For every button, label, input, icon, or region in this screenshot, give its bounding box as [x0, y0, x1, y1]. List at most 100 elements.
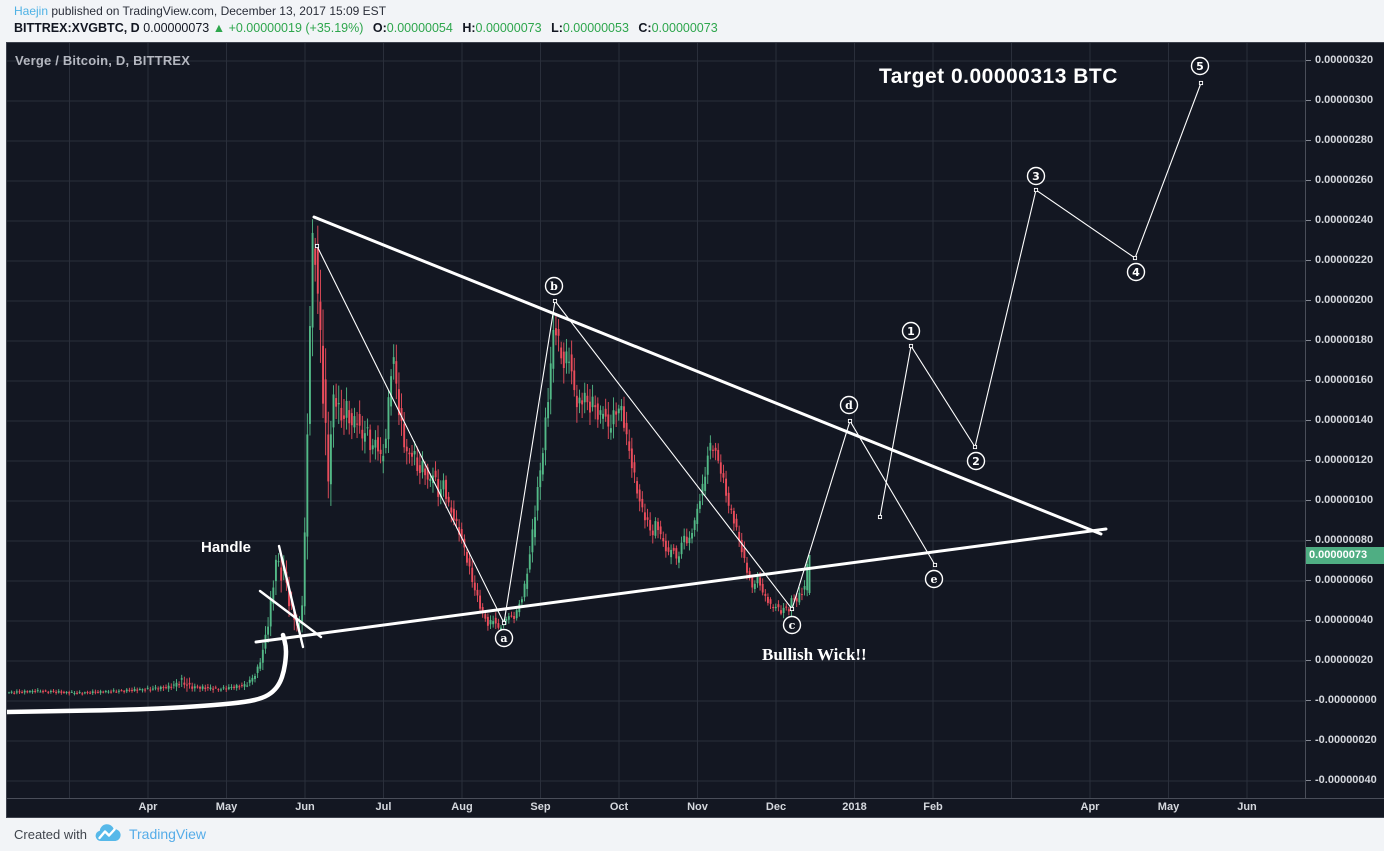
open-value: 0.00000054 — [386, 21, 453, 35]
svg-text:2: 2 — [972, 455, 980, 468]
high-label: H: — [462, 21, 476, 35]
wave-point-marker[interactable] — [1033, 187, 1039, 193]
wave-point-marker[interactable] — [501, 620, 507, 626]
time-axis-label: Dec — [765, 801, 787, 813]
wave-point-marker[interactable] — [877, 514, 883, 520]
last-price: 0.00000073 — [143, 21, 210, 35]
wave-label-b[interactable]: b — [544, 276, 564, 296]
price-axis-label: 0.00000080 — [1306, 534, 1384, 546]
tick-dash — [1306, 619, 1311, 621]
tick-dash — [1306, 699, 1311, 701]
created-with-label: Created with — [14, 826, 87, 842]
svg-text:4: 4 — [1132, 266, 1140, 279]
trendline-triangle-upper[interactable] — [312, 215, 1103, 536]
time-axis[interactable]: Apr May Jun Jul Aug Sep Oct Nov Dec 2018 Feb Apr May… — [7, 798, 1384, 818]
price-axis-label: 0.00000160 — [1306, 374, 1384, 386]
tick-dash — [1306, 659, 1311, 661]
low-label: L: — [551, 21, 563, 35]
time-axis-label: Aug — [451, 801, 473, 813]
wave-label-d[interactable]: d — [839, 395, 859, 415]
tick-dash — [1306, 419, 1311, 421]
tick-dash — [1306, 59, 1311, 61]
wave-point-marker[interactable] — [932, 562, 938, 568]
trendline-triangle-lower[interactable] — [254, 527, 1108, 644]
price-axis-label: 0.00000020 — [1306, 654, 1384, 666]
current-price-tag: 0.00000073 — [1306, 547, 1384, 564]
price-axis-label: -0.00000020 — [1306, 734, 1384, 746]
close-value: 0.00000073 — [651, 21, 718, 35]
wave-label-5[interactable]: 5 — [1190, 56, 1210, 76]
publish-header: Haejin published on TradingView.com, Dec… — [14, 3, 718, 37]
publisher-name[interactable]: Haejin — [14, 4, 49, 18]
price-axis-label: 0.00000040 — [1306, 614, 1384, 626]
price-axis-label: 0.00000140 — [1306, 414, 1384, 426]
grid-lines — [7, 43, 1305, 798]
svg-text:1: 1 — [907, 325, 915, 338]
trendline-handle-upper[interactable] — [277, 544, 305, 649]
wave-point-marker[interactable] — [314, 243, 320, 249]
wave-point-marker[interactable] — [847, 418, 853, 424]
wave-label-2[interactable]: 2 — [966, 451, 986, 471]
price-change: +0.00000019 (+35.19%) — [228, 21, 364, 35]
wave-point-marker[interactable] — [552, 298, 558, 304]
time-axis-label: Jun — [295, 801, 315, 813]
wave-point-marker[interactable] — [1198, 80, 1204, 86]
candlestick-chart[interactable]: a b c d e 1 2 3 4 5 — [4, 43, 1305, 798]
svg-text:b: b — [550, 280, 558, 293]
wave-point-marker[interactable] — [908, 343, 914, 349]
tick-dash — [1306, 379, 1311, 381]
publish-info: published on TradingView.com, December 1… — [48, 4, 387, 18]
wave-label-4[interactable]: 4 — [1126, 262, 1146, 282]
tick-dash — [1306, 499, 1311, 501]
svg-text:d: d — [845, 399, 853, 412]
tick-dash — [1306, 179, 1311, 181]
tick-dash — [1306, 99, 1311, 101]
time-axis-label: Apr — [138, 801, 158, 813]
trendline-handle-lower[interactable] — [258, 589, 323, 639]
cup-outline-curve[interactable] — [4, 632, 289, 715]
tick-dash — [1306, 779, 1311, 781]
tick-dash — [1306, 339, 1311, 341]
tick-dash — [1306, 259, 1311, 261]
time-axis-label: Oct — [609, 801, 629, 813]
tick-dash — [1306, 739, 1311, 741]
wave-point-marker[interactable] — [1132, 255, 1138, 261]
price-axis-label: 0.00000320 — [1306, 54, 1384, 66]
wave-point-marker[interactable] — [789, 606, 795, 612]
wave-label-1[interactable]: 1 — [901, 321, 921, 341]
tick-dash — [1306, 459, 1311, 461]
wave-line-impulse-12345[interactable] — [877, 80, 1204, 520]
wave-label-a[interactable]: a — [494, 628, 514, 648]
low-value: 0.00000053 — [562, 21, 629, 35]
price-axis-label: 0.00000240 — [1306, 214, 1384, 226]
tick-dash — [1306, 539, 1311, 541]
time-axis-label: 2018 — [842, 801, 867, 813]
publisher-line: Haejin published on TradingView.com, Dec… — [14, 3, 718, 20]
wave-line-correction-abcde[interactable] — [314, 243, 938, 626]
tradingview-logo-icon[interactable] — [93, 824, 123, 844]
up-arrow-icon: ▲ — [212, 21, 226, 35]
price-axis[interactable]: 0.00000320 0.00000300 0.00000280 0.00000260… — [1305, 43, 1384, 798]
svg-text:a: a — [500, 632, 507, 645]
tradingview-brand-link[interactable]: TradingView — [128, 826, 207, 842]
candles-layer — [8, 219, 811, 696]
wave-label-c[interactable]: c — [782, 615, 802, 635]
time-axis-label: Jun — [1237, 801, 1257, 813]
tick-dash — [1306, 579, 1311, 581]
wave-label-e[interactable]: e — [924, 569, 944, 589]
wave-point-marker[interactable] — [972, 444, 978, 450]
price-axis-label: 0.00000100 — [1306, 494, 1384, 506]
price-axis-label: 0.00000260 — [1306, 174, 1384, 186]
svg-text:e: e — [931, 573, 938, 586]
time-axis-label: Feb — [923, 801, 943, 813]
price-axis-label: -0.00000040 — [1306, 774, 1384, 786]
time-axis-label: Apr — [1080, 801, 1100, 813]
price-axis-label: 0.00000060 — [1306, 574, 1384, 586]
price-axis-label: 0.00000120 — [1306, 454, 1384, 466]
time-axis-label: May — [1157, 801, 1180, 813]
svg-text:5: 5 — [1196, 60, 1204, 73]
time-axis-label: May — [215, 801, 238, 813]
tick-dash — [1306, 299, 1311, 301]
wave-label-3[interactable]: 3 — [1026, 166, 1046, 186]
